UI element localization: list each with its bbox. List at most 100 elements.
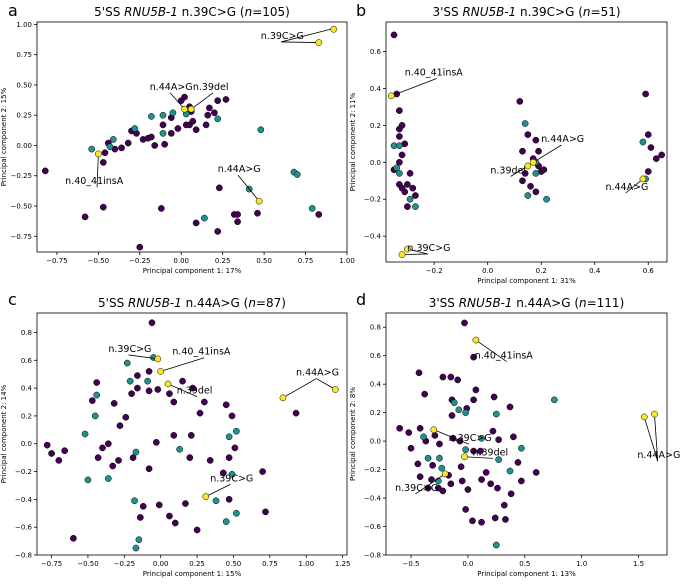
x-tick-label: 1.5: [633, 560, 644, 568]
data-point-yellow: [398, 251, 406, 258]
data-point-purple: [128, 390, 135, 398]
data-point-purple: [171, 519, 179, 527]
x-axis-label: Principal component 1: 15%: [143, 570, 242, 578]
data-point-purple: [214, 228, 222, 235]
plot-frame: [385, 21, 668, 263]
data-point-purple: [216, 184, 223, 192]
y-tick-label: 0.00: [16, 142, 32, 150]
data-point-purple: [182, 500, 189, 507]
data-point-purple: [43, 441, 51, 449]
data-point-yellow: [388, 92, 395, 100]
data-point-purple: [254, 209, 261, 217]
y-tick-label: 0.4: [370, 85, 382, 93]
data-point-purple: [494, 484, 501, 492]
data-point-purple: [518, 477, 525, 485]
data-point-purple: [652, 155, 660, 162]
data-point-purple: [174, 125, 182, 132]
data-point-teal: [462, 446, 469, 454]
data-point-purple: [527, 182, 534, 190]
title-italic-part: RNU5B-1: [462, 5, 516, 19]
data-point-purple: [225, 496, 233, 503]
annotation-label: n.39C>G: [210, 473, 253, 484]
annotation-line: [160, 357, 205, 372]
data-point-purple: [116, 422, 124, 430]
y-axis-label: Principal component 2: 11%: [349, 92, 357, 191]
data-point-teal: [450, 399, 458, 407]
data-point-teal: [132, 448, 140, 456]
y-tick-label: −0.8: [364, 552, 381, 560]
y-tick-label: −0.4: [15, 496, 33, 504]
data-point-teal: [436, 454, 443, 462]
data-point-purple: [495, 436, 502, 444]
annotation-label: n.39C>G: [449, 433, 492, 444]
data-point-purple: [514, 459, 522, 466]
x-tick-label: 0.25: [215, 257, 231, 265]
title-part: =105): [252, 5, 290, 19]
data-point-purple: [219, 469, 227, 477]
data-point-teal: [455, 406, 463, 414]
data-point-purple: [93, 379, 101, 386]
panel-letter: d: [356, 290, 366, 309]
annotation-label: n.40_41insA: [405, 68, 464, 79]
title-part: 5'SS: [98, 296, 128, 310]
data-point-teal: [109, 136, 117, 143]
data-point-purple: [412, 192, 419, 199]
data-point-teal: [396, 170, 403, 177]
title-part: =87): [256, 296, 286, 310]
data-point-teal: [521, 120, 529, 127]
data-point-purple: [398, 151, 406, 159]
x-tick-label: 0.50: [256, 257, 272, 265]
panel-letter: b: [356, 1, 366, 20]
data-point-purple: [457, 463, 465, 471]
data-point-purple: [532, 188, 540, 196]
x-tick-label: 0.4: [589, 267, 601, 275]
data-point-purple: [145, 368, 153, 375]
x-tick-label: 0.75: [262, 560, 278, 568]
y-tick-label: 0.4: [370, 381, 382, 389]
panel-d: d 3'SS RNU5B-1 n.44A>G (n=111) −0.5 0.0 0.5 1…: [349, 290, 680, 578]
data-point-purple: [647, 144, 655, 151]
data-point-purple: [315, 211, 323, 218]
data-point-teal: [478, 434, 485, 442]
data-point-purple: [658, 151, 665, 159]
data-point-purple: [478, 476, 485, 483]
data-point-purple: [81, 213, 89, 221]
data-point-yellow: [157, 368, 165, 375]
data-point-purple: [196, 409, 204, 417]
data-point-teal: [222, 518, 230, 525]
x-tick-label: 0.5: [519, 560, 530, 568]
y-tick-label: −0.50: [11, 203, 32, 211]
data-point-teal: [176, 445, 183, 453]
x-tick-label: −0.75: [41, 560, 62, 568]
panel-a: a 5'SS RNU5B-1 n.39C>G (n=105) −0.75 −0.50 −…: [0, 1, 355, 275]
data-point-teal: [406, 195, 414, 203]
data-point-purple: [159, 121, 167, 129]
data-point-purple: [482, 469, 490, 476]
data-point-purple: [189, 384, 197, 392]
title-part: n.44A>G (: [182, 296, 249, 310]
title-italic-part: RNU5B-1: [124, 5, 178, 19]
title-italic-part: n: [248, 296, 256, 310]
data-point-purple: [99, 159, 107, 166]
annotation-label: n.44A>G: [541, 134, 584, 145]
annotation-label: n.39C>G: [395, 483, 438, 494]
y-axis-label: Principal component 2: 8%: [349, 387, 357, 481]
data-point-teal: [639, 138, 647, 146]
data-point-purple: [470, 353, 477, 361]
x-tick-label: 0.75: [298, 257, 314, 265]
data-point-yellow: [181, 105, 188, 113]
data-point-purple: [462, 506, 469, 513]
data-point-purple: [101, 149, 109, 157]
data-point-purple: [414, 460, 422, 468]
data-point-purple: [454, 376, 462, 384]
data-point-teal: [308, 205, 316, 212]
data-point-teal: [225, 433, 233, 441]
data-point-purple: [157, 205, 165, 212]
y-tick-label: 0.2: [370, 122, 381, 130]
y-tick-label: −0.6: [364, 523, 382, 531]
data-point-purple: [470, 396, 477, 404]
data-point-purple: [234, 218, 241, 226]
annotation-line: [654, 414, 659, 462]
data-point-teal: [131, 125, 139, 132]
y-tick-label: 0.4: [21, 385, 33, 393]
